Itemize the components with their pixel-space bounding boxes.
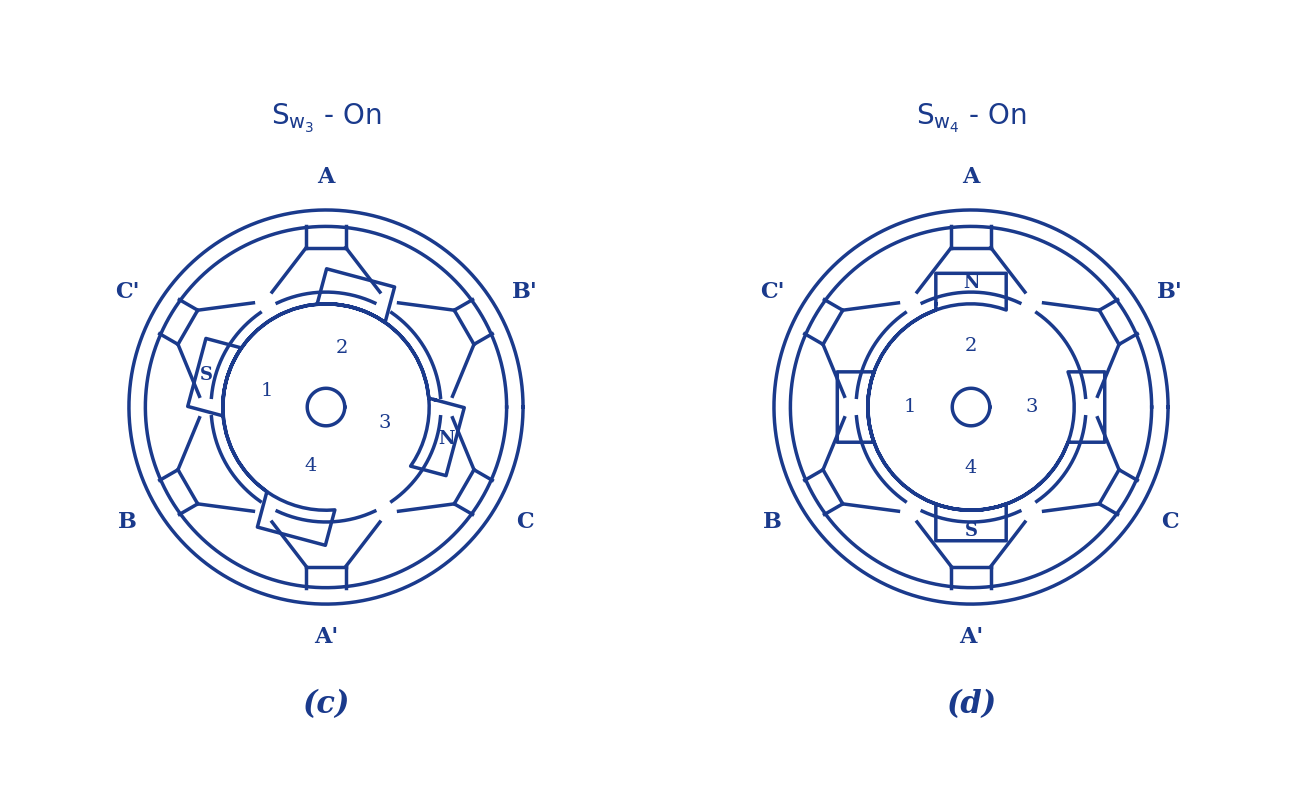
Text: C': C' (760, 281, 785, 303)
Text: B: B (118, 511, 136, 533)
Text: 1: 1 (904, 398, 916, 416)
Text: C: C (1161, 511, 1179, 533)
Text: A: A (318, 166, 335, 188)
Text: A': A' (314, 626, 339, 648)
Text: B': B' (512, 281, 538, 303)
Text: C': C' (114, 281, 139, 303)
Text: 2: 2 (336, 339, 348, 357)
Text: $\mathrm{S_{w_{3}}}$ - On: $\mathrm{S_{w_{3}}}$ - On (271, 102, 381, 135)
Text: 4: 4 (303, 457, 316, 475)
Text: $\mathrm{S_{w_{4}}}$ - On: $\mathrm{S_{w_{4}}}$ - On (916, 102, 1026, 135)
Text: N: N (438, 430, 454, 448)
Text: 3: 3 (1026, 398, 1039, 416)
Text: C: C (516, 511, 534, 533)
Text: 4: 4 (965, 459, 977, 477)
Text: B': B' (1157, 281, 1183, 303)
Text: B: B (763, 511, 781, 533)
Text: A': A' (958, 626, 983, 648)
Text: 3: 3 (379, 414, 392, 432)
Text: (d): (d) (946, 689, 996, 719)
Text: S: S (200, 366, 213, 384)
Text: S: S (965, 522, 978, 540)
Text: 1: 1 (261, 382, 274, 400)
Text: A: A (962, 166, 979, 188)
Text: (c): (c) (302, 689, 350, 719)
Text: 2: 2 (965, 337, 977, 355)
Text: N: N (962, 274, 979, 292)
